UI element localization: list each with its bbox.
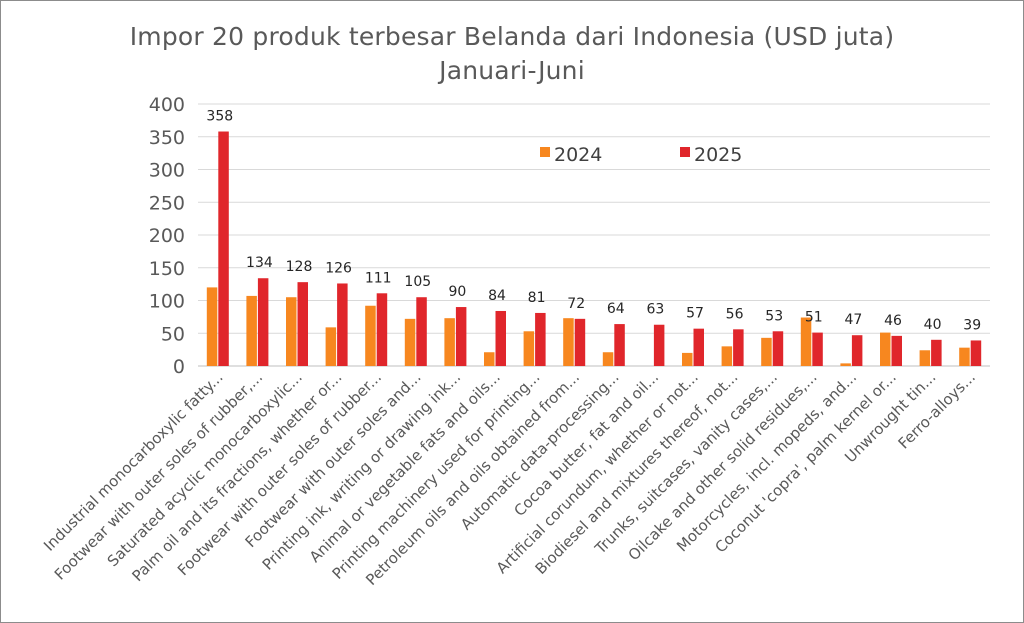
bar-2024 (761, 337, 772, 366)
data-label-2025: 84 (488, 288, 506, 304)
data-label-2025: 72 (567, 296, 585, 312)
bar-2025 (931, 339, 942, 366)
bar-2024 (206, 287, 218, 366)
y-tick-label: 50 (161, 323, 185, 345)
y-tick-label: 300 (149, 160, 185, 182)
data-label-2025: 63 (646, 302, 664, 318)
data-label-2025: 51 (805, 310, 823, 326)
bar-2025 (297, 282, 308, 366)
data-label-2025: 64 (607, 301, 625, 317)
data-label-2025: 53 (765, 308, 783, 324)
bar-2024 (602, 352, 614, 366)
legend-swatch-2025 (680, 147, 690, 157)
bar-2025 (416, 297, 427, 366)
bar-2024 (959, 347, 970, 366)
bar-2025 (772, 331, 784, 366)
bar-2024 (721, 346, 733, 366)
bar-2024 (523, 331, 535, 366)
bar-2024 (563, 318, 574, 366)
legend-label-2024: 2024 (554, 144, 602, 166)
bar-2025 (614, 324, 625, 366)
bar-2024 (365, 305, 376, 366)
bar-2024 (880, 332, 891, 366)
data-label-2025: 81 (528, 290, 546, 306)
bar-2025 (693, 328, 704, 366)
bar-2025 (891, 335, 902, 366)
legend-label-2025: 2025 (694, 144, 742, 166)
data-label-2025: 126 (325, 260, 352, 276)
y-tick-label: 0 (173, 356, 185, 378)
data-label-2025: 105 (404, 274, 431, 290)
data-label-2025: 111 (365, 270, 392, 286)
bar-2025 (574, 318, 586, 366)
bar-2025 (653, 324, 665, 366)
bar-2024 (325, 327, 337, 366)
chart-subtitle: Januari-Juni (439, 56, 585, 85)
y-tick-label: 100 (149, 291, 185, 313)
legend-swatch-2024 (540, 147, 550, 157)
data-label-2025: 358 (206, 109, 233, 125)
data-label-2025: 40 (924, 317, 942, 333)
bar-2025 (376, 293, 388, 366)
bar-2025 (337, 283, 348, 366)
data-label-2025: 57 (686, 306, 704, 322)
data-label-2025: 47 (844, 312, 862, 328)
chart-title: Impor 20 produk terbesar Belanda dari In… (129, 22, 895, 51)
data-label-2025: 90 (448, 284, 466, 300)
bar-2025 (218, 131, 229, 366)
bar-2024 (919, 350, 931, 366)
data-label-2025: 46 (884, 313, 902, 329)
y-tick-label: 400 (149, 94, 185, 116)
data-label-2025: 128 (286, 259, 313, 275)
bar-2025 (851, 335, 863, 366)
bar-2024 (800, 317, 812, 366)
data-label-2025: 39 (963, 317, 981, 333)
bar-2024 (444, 318, 455, 366)
y-tick-label: 150 (149, 258, 185, 280)
bar-2025 (257, 278, 269, 366)
bar-2025 (812, 332, 823, 366)
bar-2024 (286, 297, 297, 366)
bar-2025 (733, 329, 744, 366)
bar-2024 (484, 352, 495, 366)
bar-2024 (840, 363, 851, 366)
bar-2025 (455, 307, 467, 366)
bar-2025 (970, 340, 982, 366)
bar-2024 (246, 295, 257, 366)
bar-2024 (404, 318, 416, 366)
bar-2024 (682, 352, 693, 366)
bar-2025 (535, 312, 546, 366)
y-tick-label: 250 (149, 192, 185, 214)
y-tick-label: 200 (149, 225, 185, 247)
data-label-2025: 134 (246, 255, 273, 271)
y-tick-label: 350 (149, 127, 185, 149)
bar-2025 (495, 310, 506, 366)
data-label-2025: 56 (726, 306, 744, 322)
